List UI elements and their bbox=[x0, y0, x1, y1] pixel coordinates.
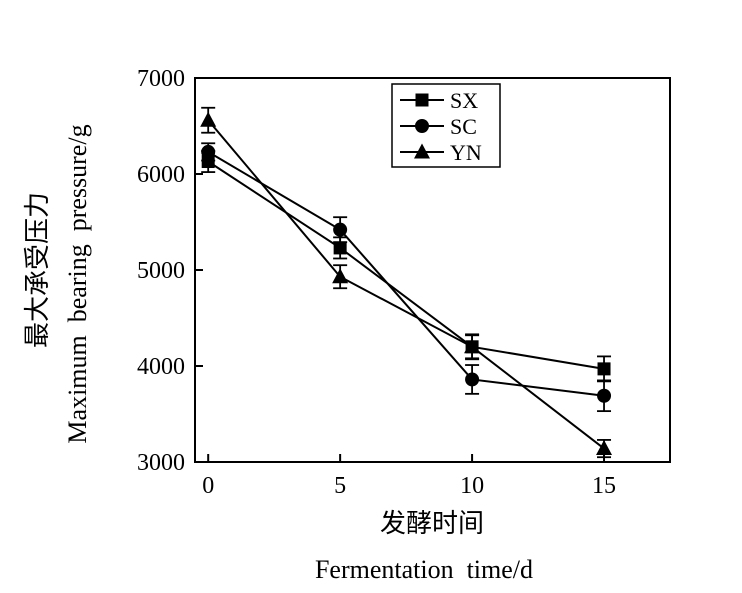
y-axis-title-chinese: 最大承受压力 bbox=[23, 192, 52, 348]
x-tick-label: 5 bbox=[334, 473, 346, 499]
legend-label: YN bbox=[450, 140, 482, 165]
x-axis-title-english: Fermentation time/d bbox=[315, 555, 533, 584]
data-point bbox=[333, 222, 348, 237]
legend-marker bbox=[415, 93, 429, 107]
data-point bbox=[597, 388, 612, 403]
y-tick-label: 4000 bbox=[137, 354, 185, 380]
y-tick-label: 6000 bbox=[137, 162, 185, 188]
x-tick-label: 10 bbox=[460, 473, 484, 499]
x-tick-label: 0 bbox=[202, 473, 214, 499]
data-point bbox=[597, 362, 611, 376]
data-point bbox=[201, 155, 215, 169]
y-tick-label: 3000 bbox=[137, 450, 185, 476]
series-line bbox=[207, 160, 605, 370]
y-axis-title-english: Maximum bearing pressure/g bbox=[63, 124, 92, 443]
data-point bbox=[201, 144, 216, 159]
data-point bbox=[465, 372, 480, 387]
legend-label: SC bbox=[450, 114, 477, 139]
axes: 3000 4000 5000 6000 7000 0 5 10 15 bbox=[137, 66, 671, 499]
legend-item-yn: YN bbox=[400, 140, 482, 165]
legend-label: SX bbox=[450, 88, 478, 113]
legend-marker bbox=[414, 143, 430, 159]
data-point bbox=[332, 268, 349, 284]
series-sc bbox=[201, 142, 612, 413]
plot-area bbox=[200, 106, 613, 459]
series-yn bbox=[200, 106, 613, 459]
x-axis-title-chinese: 发酵时间 bbox=[380, 509, 484, 538]
legend-item-sc: SC bbox=[400, 114, 477, 139]
data-point bbox=[200, 111, 217, 127]
legend-item-sx: SX bbox=[400, 88, 478, 113]
data-point bbox=[464, 338, 481, 354]
legend-marker bbox=[415, 119, 429, 133]
data-point bbox=[596, 440, 613, 456]
x-tick-label: 15 bbox=[592, 473, 616, 499]
data-point bbox=[333, 241, 347, 255]
y-tick-label: 7000 bbox=[137, 66, 185, 92]
series-line bbox=[207, 151, 605, 397]
series-line bbox=[207, 119, 605, 450]
y-tick-label: 5000 bbox=[137, 258, 185, 284]
